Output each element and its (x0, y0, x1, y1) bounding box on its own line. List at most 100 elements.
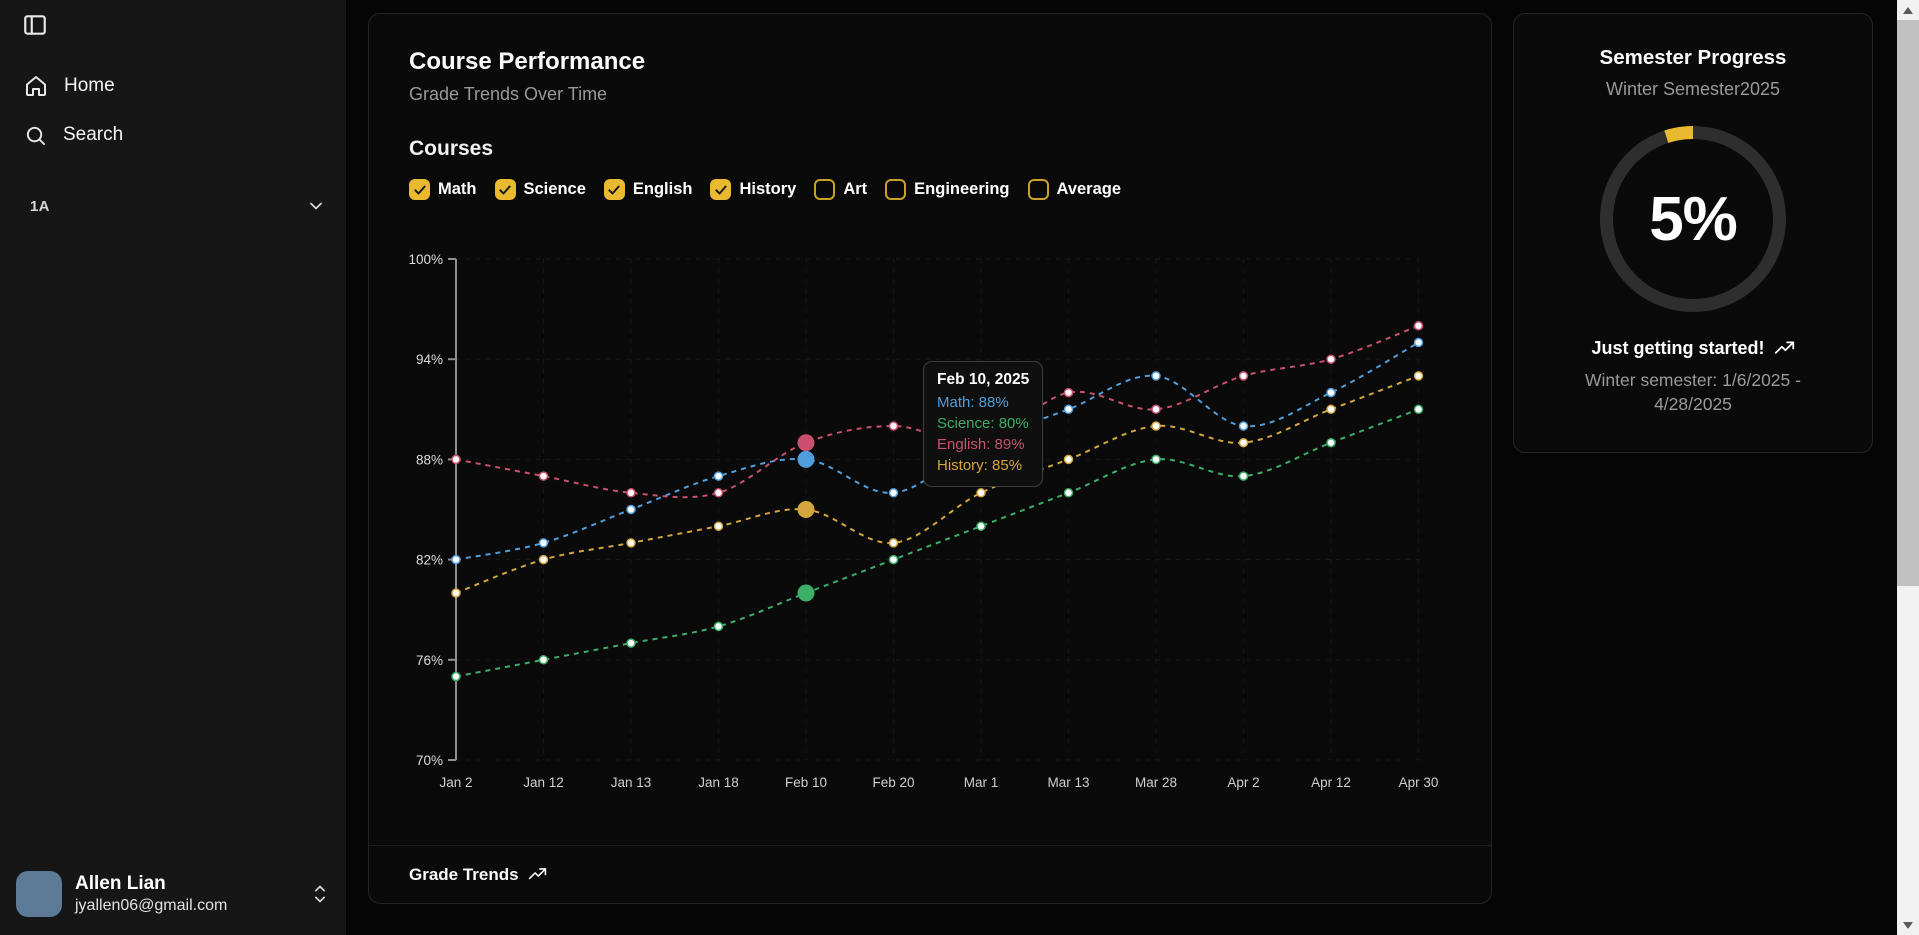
course-checkbox-engineering[interactable]: Engineering (885, 179, 1010, 200)
card-footer: Grade Trends (369, 845, 1491, 903)
data-point[interactable] (713, 488, 724, 498)
data-point[interactable] (1413, 404, 1424, 415)
course-checkbox-english[interactable]: English (603, 179, 692, 200)
data-point[interactable] (451, 588, 461, 598)
scrollbar-down-button[interactable] (1897, 915, 1919, 935)
sidebar-section-label: 1A (30, 197, 50, 215)
data-point-highlight[interactable] (797, 450, 815, 468)
data-point[interactable] (626, 538, 636, 548)
progress-subtitle: Winter Semester2025 (1605, 79, 1781, 99)
data-point[interactable] (1063, 404, 1074, 415)
checkbox-unchecked-icon (885, 179, 907, 200)
checkbox-label: Engineering (914, 180, 1010, 198)
data-point[interactable] (1326, 437, 1336, 448)
data-point[interactable] (888, 554, 899, 565)
data-point[interactable] (626, 638, 636, 648)
data-point[interactable] (1413, 337, 1424, 348)
y-tick-label: 88% (416, 452, 443, 467)
series-line-math (455, 341, 1419, 561)
page-scrollbar[interactable] (1897, 0, 1919, 935)
data-point-highlight[interactable] (797, 434, 815, 452)
x-tick-label: Jan 18 (698, 775, 739, 790)
trending-up-icon (1774, 341, 1794, 354)
x-tick-label: Mar 1 (964, 775, 999, 790)
sidebar-item-label: Search (63, 124, 124, 145)
card-subtitle: Grade Trends Over Time (409, 84, 608, 104)
data-point[interactable] (1063, 454, 1074, 465)
data-point[interactable] (713, 471, 724, 481)
x-tick-label: Apr 2 (1227, 775, 1259, 790)
data-point[interactable] (451, 454, 461, 465)
data-point[interactable] (626, 504, 636, 515)
x-tick-label: Mar 13 (1047, 775, 1089, 790)
course-checkbox-average[interactable]: Average (1027, 179, 1121, 200)
checkbox-label: History (739, 180, 797, 198)
progress-ring: 5% (1600, 126, 1786, 312)
progress-message: Just getting started! (1591, 338, 1765, 358)
x-tick-label: Jan 12 (523, 775, 564, 790)
course-checkbox-science[interactable]: Science (494, 179, 586, 200)
sidebar-toggle-button[interactable] (20, 10, 50, 40)
data-point[interactable] (976, 521, 986, 531)
data-point[interactable] (888, 488, 899, 498)
scrollbar-up-button[interactable] (1897, 0, 1919, 20)
data-point[interactable] (538, 655, 549, 665)
data-point[interactable] (1151, 404, 1161, 415)
course-checkbox-art[interactable]: Art (814, 179, 867, 200)
semester-progress-card: Semester Progress Winter Semester2025 5%… (1513, 13, 1873, 453)
data-point[interactable] (1151, 371, 1161, 381)
data-point[interactable] (1238, 421, 1249, 431)
course-checkbox-history[interactable]: History (710, 179, 796, 200)
data-point[interactable] (538, 538, 549, 548)
data-point[interactable] (1413, 371, 1424, 381)
data-point[interactable] (888, 538, 899, 548)
data-point[interactable] (976, 437, 986, 448)
progress-percent: 5% (1649, 184, 1738, 254)
sidebar-item-home[interactable]: Home (14, 64, 314, 108)
checkbox-checked-icon (603, 179, 625, 200)
data-point[interactable] (976, 488, 986, 498)
x-tick-label: Apr 30 (1399, 775, 1439, 790)
user-profile[interactable]: Allen Lian jyallen06@gmail.com (16, 871, 330, 917)
data-point[interactable] (1151, 454, 1161, 465)
x-tick-label: Apr 12 (1311, 775, 1351, 790)
data-point-highlight[interactable] (797, 501, 815, 518)
data-point[interactable] (1151, 421, 1161, 431)
avatar (16, 871, 62, 917)
sidebar-section-1a[interactable]: 1A (30, 196, 326, 216)
y-tick-label: 94% (416, 352, 443, 367)
y-tick-label: 76% (416, 653, 443, 668)
data-point[interactable] (1326, 354, 1336, 364)
line-chart[interactable]: 100% 94% 88% 82% 76% 70% Jan 2 Jan 12 Jan 13 Jan … (369, 246, 1493, 806)
panel-left-icon (24, 15, 46, 35)
checkbox-unchecked-icon (814, 179, 836, 200)
data-point[interactable] (713, 621, 724, 632)
scrollbar-thumb[interactable] (1897, 20, 1919, 586)
data-point[interactable] (713, 521, 724, 531)
sidebar: Home Search 1A Allen Lian jyallen06@gmai… (0, 0, 346, 935)
data-point[interactable] (1238, 437, 1249, 448)
data-point[interactable] (1326, 387, 1336, 398)
x-tick-label: Jan 13 (611, 775, 652, 790)
data-point[interactable] (1063, 387, 1074, 398)
data-point-highlight[interactable] (797, 584, 815, 602)
home-icon (26, 76, 46, 96)
y-tick-label: 100% (408, 252, 443, 267)
data-point[interactable] (1238, 471, 1249, 481)
data-point[interactable] (1413, 321, 1424, 331)
data-point[interactable] (888, 421, 899, 431)
data-point[interactable] (538, 471, 549, 481)
data-point[interactable] (1326, 404, 1336, 415)
data-point[interactable] (626, 488, 636, 498)
y-tick-label: 82% (416, 553, 443, 568)
data-point[interactable] (1063, 488, 1074, 498)
data-point[interactable] (1238, 371, 1249, 381)
data-point[interactable] (451, 554, 461, 565)
data-point[interactable] (451, 671, 461, 682)
progress-title: Semester Progress (1599, 46, 1787, 69)
data-point[interactable] (538, 554, 549, 565)
grade-trends-chart[interactable]: 100% 94% 88% 82% 76% 70% Jan 2 Jan 12 Jan 13 Jan … (369, 246, 1493, 806)
sidebar-item-search[interactable]: Search (14, 113, 314, 157)
checkbox-label: Math (438, 180, 477, 198)
course-checkbox-math[interactable]: Math (409, 179, 477, 200)
